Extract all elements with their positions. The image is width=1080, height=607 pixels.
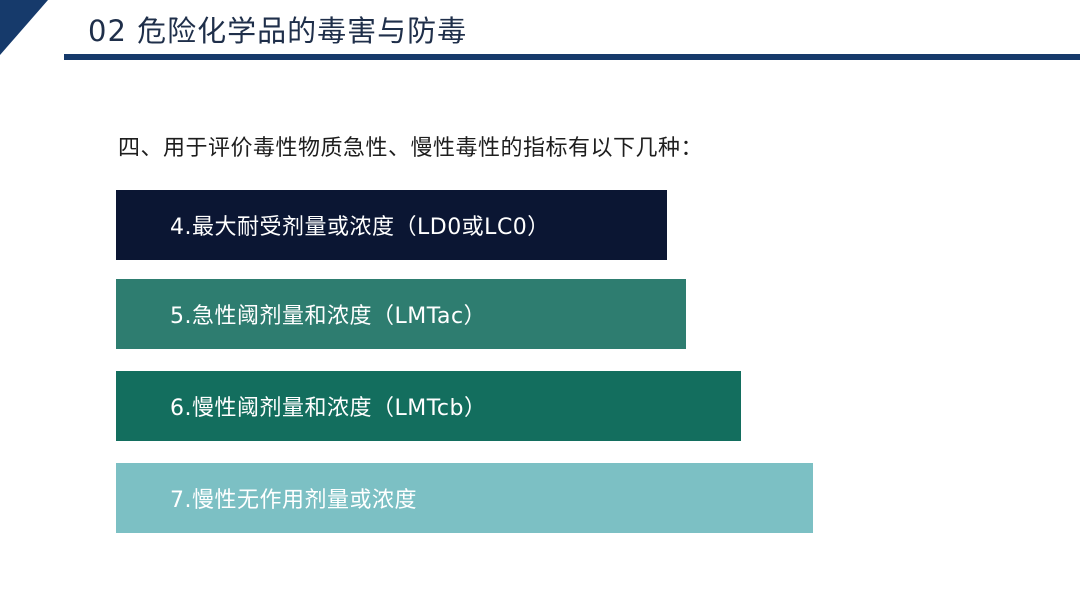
page-title: 02 危险化学品的毒害与防毒: [88, 14, 468, 48]
indicator-label: 5.急性阈剂量和浓度（LMTac）: [170, 304, 487, 329]
indicator-bar-no-effect: 7.慢性无作用剂量或浓度: [116, 463, 813, 533]
header-corner-decoration: [0, 0, 50, 56]
indicator-bar-lmtac: 5.急性阈剂量和浓度（LMTac）: [116, 279, 686, 349]
indicator-label: 6.慢性阈剂量和浓度（LMTcb）: [170, 396, 487, 421]
indicator-label: 7.慢性无作用剂量或浓度: [170, 488, 417, 513]
header-divider: [64, 54, 1080, 60]
indicator-bar-lmtcb: 6.慢性阈剂量和浓度（LMTcb）: [116, 371, 741, 441]
indicator-label: 4.最大耐受剂量或浓度（LD0或LC0）: [170, 215, 550, 240]
intro-text: 四、用于评价毒性物质急性、慢性毒性的指标有以下几种：: [118, 136, 704, 161]
indicator-bar-ld0-lc0: 4.最大耐受剂量或浓度（LD0或LC0）: [116, 190, 667, 260]
